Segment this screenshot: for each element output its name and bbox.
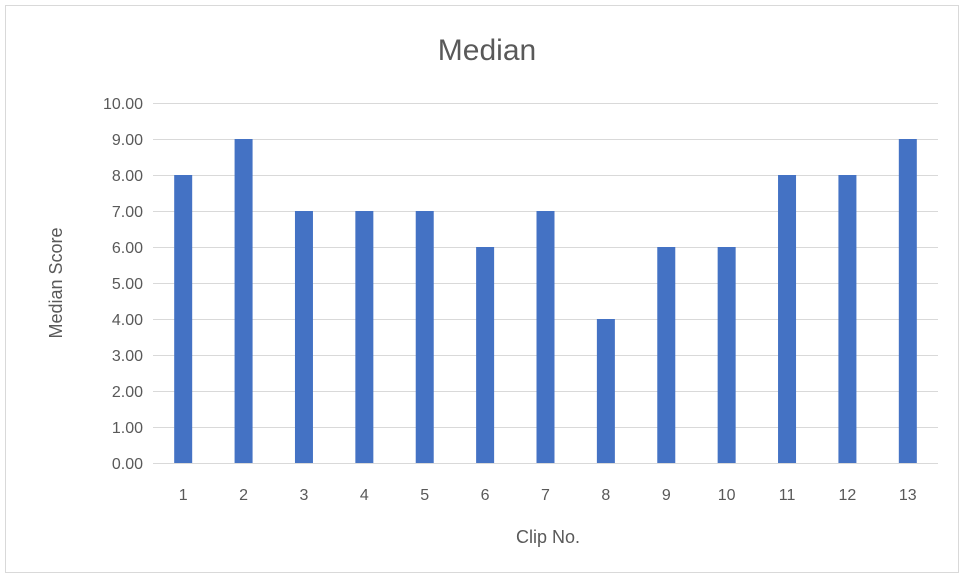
x-tick-label: 3 [300,487,309,504]
bars [174,139,917,463]
y-tick-label: 5.00 [112,276,143,293]
x-tick-label: 7 [541,487,550,504]
x-tick-label: 6 [481,487,490,504]
bar-clip-11 [778,175,797,463]
x-tick-label: 11 [779,487,796,504]
y-tick-label: 4.00 [112,312,143,329]
bar-clip-12 [838,175,857,463]
x-tick-label: 4 [360,487,369,504]
y-axis-title: Median Score [46,227,66,338]
x-axis-ticks: 1 2 3 4 5 6 7 8 9 10 11 12 13 [179,487,917,504]
bar-clip-5 [415,211,434,463]
x-tick-label: 2 [239,487,248,504]
bar-clip-1 [174,175,193,463]
x-tick-label: 13 [899,487,917,504]
bar-clip-3 [294,211,313,463]
y-tick-label: 3.00 [112,348,143,365]
bar-clip-8 [596,319,615,463]
y-tick-label: 0.00 [112,456,143,473]
chart-title: Median [438,34,536,67]
y-tick-label: 7.00 [112,204,143,221]
bar-clip-10 [717,247,736,463]
x-tick-label: 1 [179,487,188,504]
y-axis-ticks: 0.00 1.00 2.00 3.00 4.00 5.00 6.00 7.00 8.00 9.00… [103,96,143,473]
y-tick-label: 10.00 [103,96,143,113]
bar-clip-7 [536,211,555,463]
y-tick-label: 2.00 [112,384,143,401]
bar-clip-2 [234,139,253,463]
y-tick-label: 9.00 [112,132,143,149]
gridlines [153,103,938,464]
y-tick-label: 1.00 [112,420,143,437]
y-tick-label: 8.00 [112,168,143,185]
bar-clip-4 [355,211,374,463]
bar-clip-6 [476,247,495,463]
x-tick-label: 9 [662,487,671,504]
x-axis-title: Clip No. [516,527,580,547]
x-tick-label: 5 [420,487,429,504]
x-tick-label: 8 [601,487,610,504]
bar-clip-13 [898,139,917,463]
y-tick-label: 6.00 [112,240,143,257]
x-tick-label: 12 [839,487,857,504]
x-tick-label: 10 [718,487,736,504]
bar-clip-9 [657,247,676,463]
